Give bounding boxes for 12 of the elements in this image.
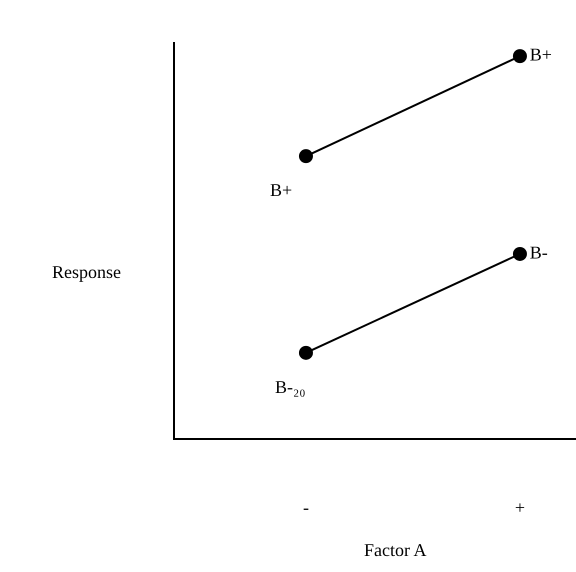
x-axis-title: Factor A xyxy=(364,540,426,560)
y-axis-title: Response xyxy=(52,262,122,282)
x-tick-label: + xyxy=(514,497,526,518)
point xyxy=(512,246,527,261)
annotation: B-₂₀ xyxy=(275,377,306,397)
point xyxy=(298,149,313,164)
point xyxy=(512,49,527,64)
series-label: B- xyxy=(530,242,548,262)
annotation: B+ xyxy=(270,180,292,200)
series-label: B+ xyxy=(530,44,552,65)
x-tick-label: - xyxy=(302,497,309,518)
point xyxy=(298,346,313,360)
